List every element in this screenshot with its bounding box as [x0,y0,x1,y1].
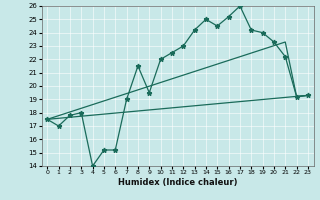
X-axis label: Humidex (Indice chaleur): Humidex (Indice chaleur) [118,178,237,187]
